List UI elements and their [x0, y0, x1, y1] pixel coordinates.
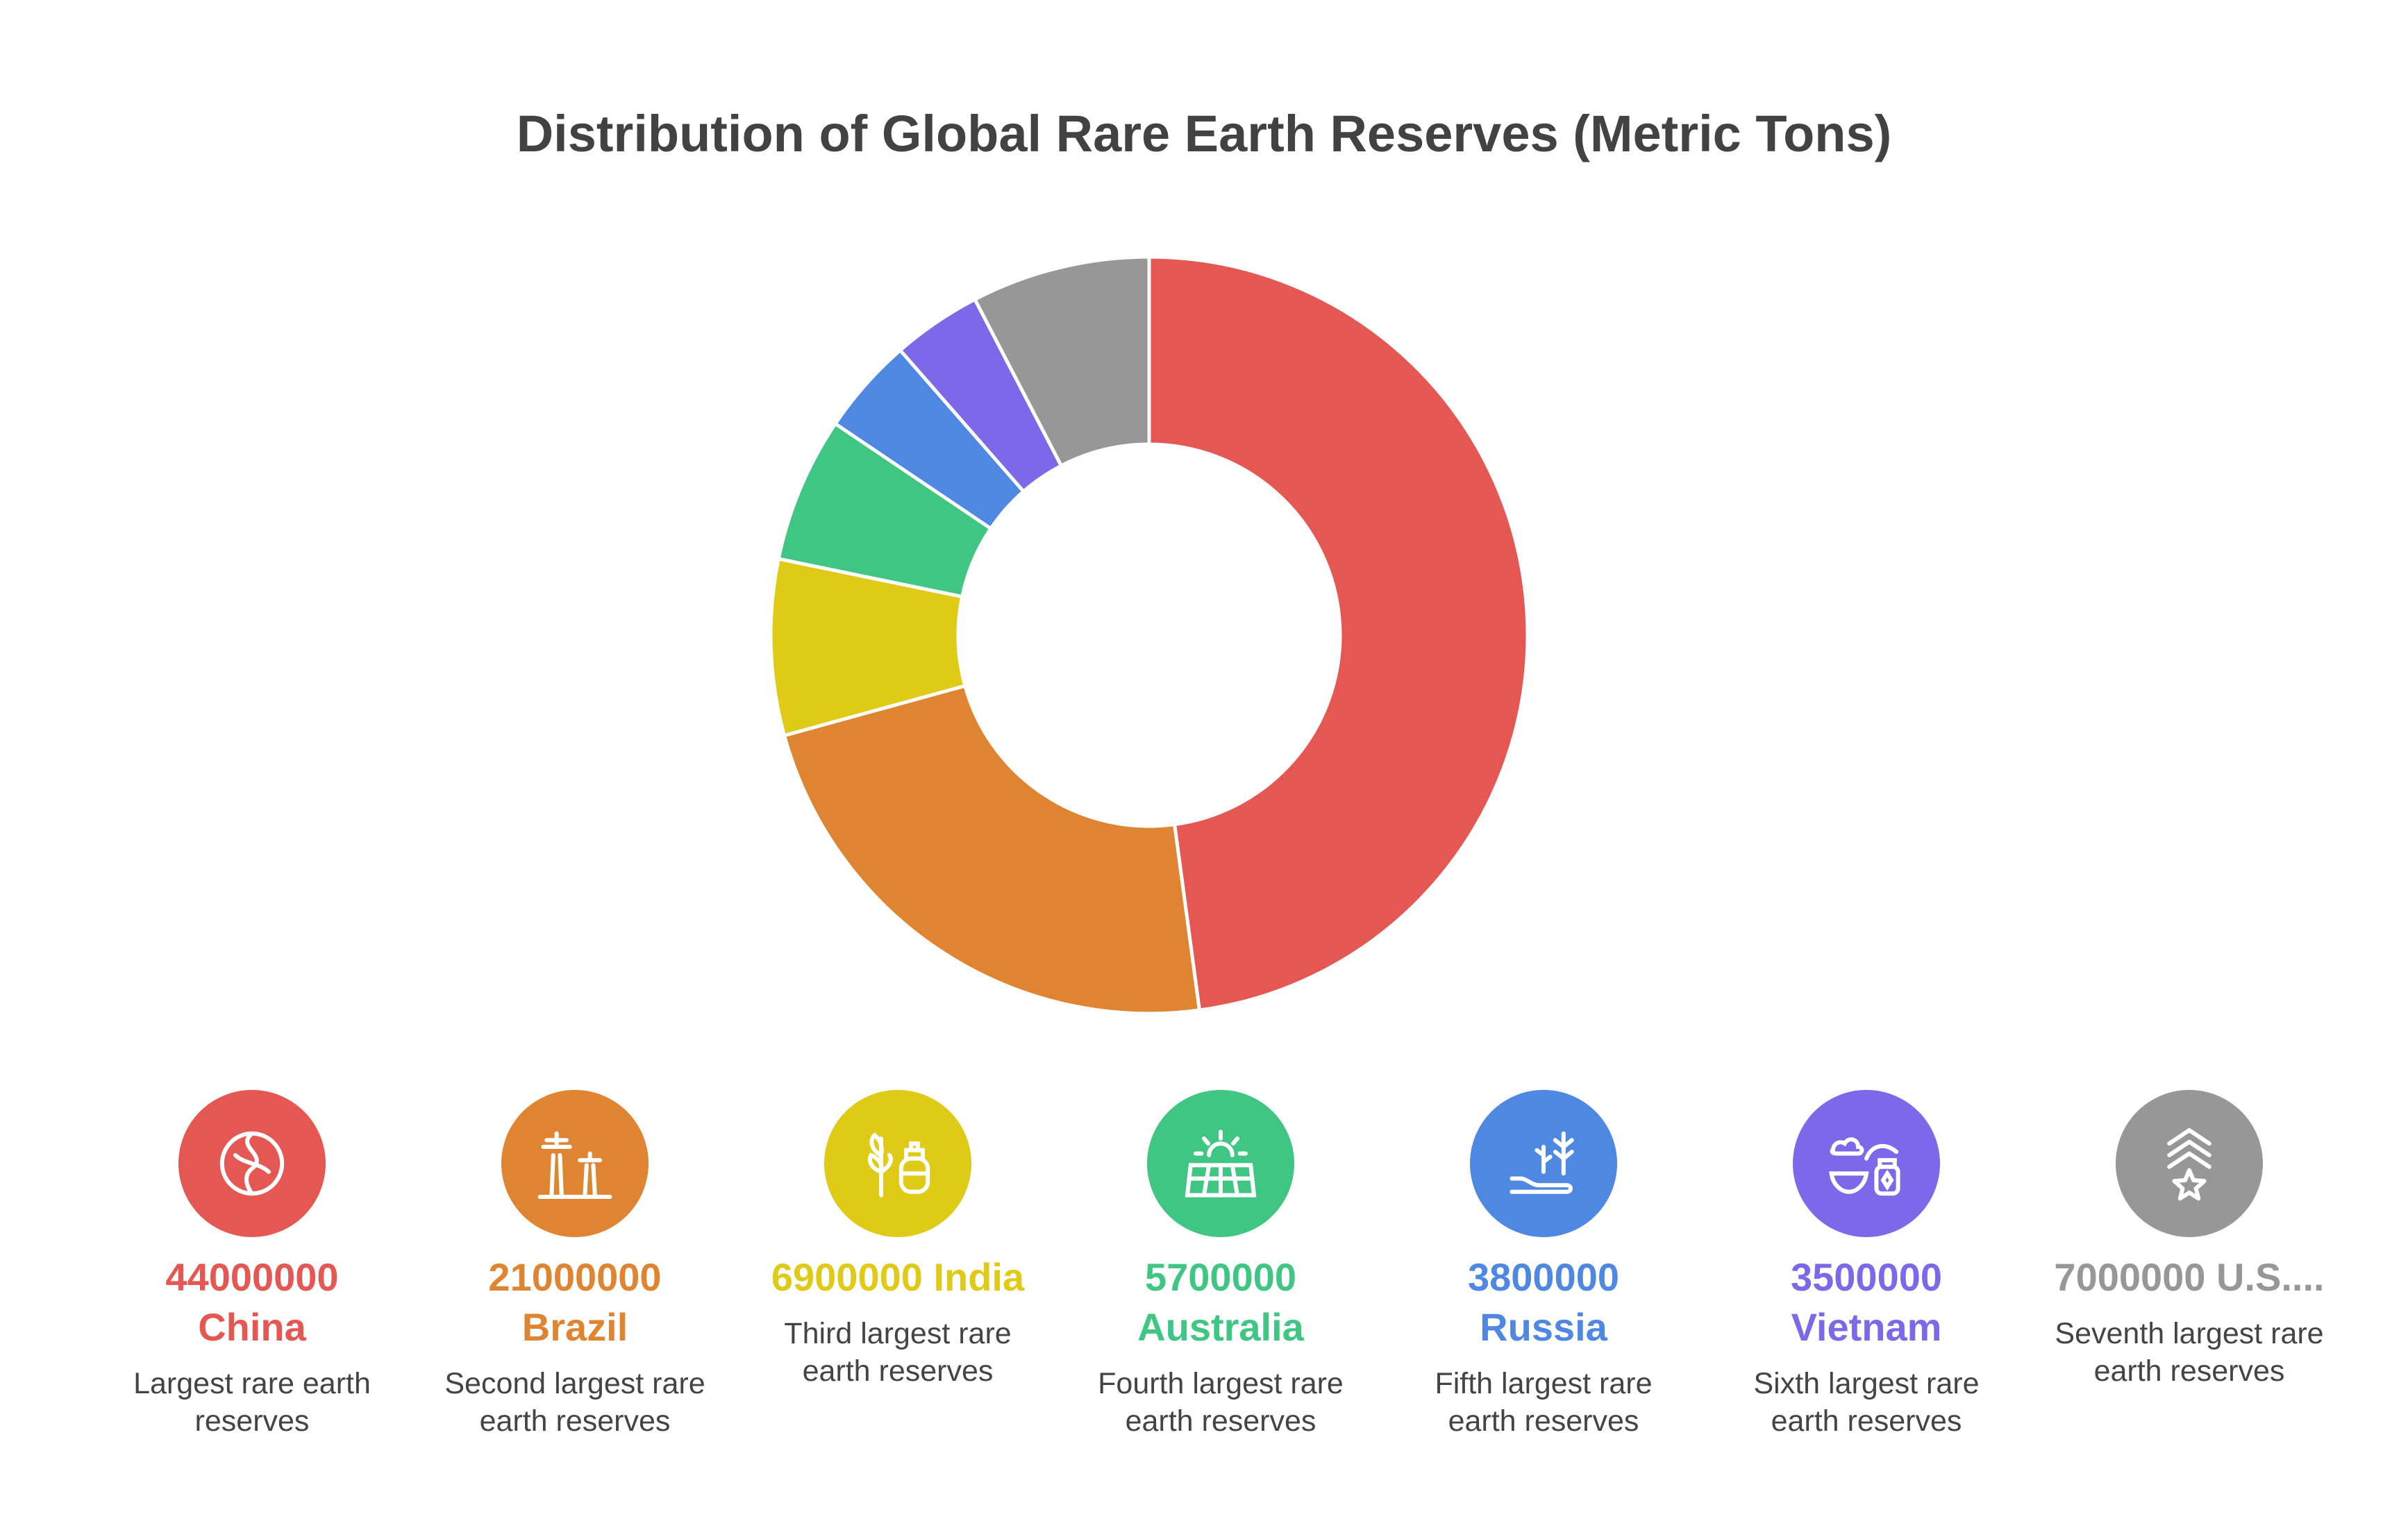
legend-value: 3500000 Vietnam: [1790, 1255, 1942, 1349]
legend-description: Sixth largest rare earth reserves: [1753, 1367, 1980, 1438]
legend-item-australia: 5700000 Australia Fourth largest rare ear…: [1061, 1090, 1380, 1440]
legend-circle: [2116, 1090, 2263, 1237]
plant-hand-icon: [1510, 1131, 1574, 1194]
legend-description: Largest rare earth reserves: [133, 1367, 371, 1438]
legend-circle: [1793, 1090, 1940, 1237]
legend-item-india: 6900000 India Third largest rare earth r…: [738, 1090, 1057, 1390]
legend-value: 44000000 China: [165, 1255, 339, 1349]
legend-description: Second largest rare earth reserves: [444, 1367, 705, 1438]
legend-description: Third largest rare earth reserves: [784, 1317, 1012, 1388]
donut-slice-brazil: [782, 683, 1202, 1016]
legend-value: 6900000 India: [771, 1255, 1025, 1299]
legend-value: 3800000 Russia: [1467, 1255, 1619, 1349]
legend-item-china: 44000000 China Largest rare earth reserve…: [92, 1090, 412, 1440]
sun-field-icon: [1185, 1129, 1257, 1198]
legend-item-vietnam: 3500000 Vietnam Sixth largest rare earth …: [1707, 1090, 2026, 1440]
legend-circle: [501, 1090, 649, 1237]
legend-circle: [1147, 1090, 1294, 1237]
swirl-icon: [219, 1131, 285, 1196]
baobab-trees-icon: [537, 1131, 612, 1199]
chevrons-star-icon: [2167, 1128, 2211, 1201]
legend-description: Fourth largest rare earth reserves: [1098, 1367, 1344, 1438]
legend-value: 7000000 U.S....: [2054, 1255, 2325, 1299]
legend-value: 21000000 Brazil: [488, 1255, 662, 1349]
legend-item-russia: 3800000 Russia Fifth largest rare earth r…: [1384, 1090, 1703, 1440]
legend-circle: [1470, 1090, 1617, 1237]
chart-title: Distribution of Global Rare Earth Reserv…: [516, 105, 1892, 162]
legend-circle: [824, 1090, 971, 1237]
legend-item-us: 7000000 U.S.... Seventh largest rare ear…: [2030, 1090, 2349, 1390]
donut-slice-u-s: [972, 255, 1151, 469]
legend-value: 5700000 Australia: [1137, 1255, 1304, 1349]
legend-description: Fifth largest rare earth reserves: [1435, 1367, 1653, 1438]
leaf-pot-icon: [867, 1132, 930, 1198]
rice-bowl-icon: [1829, 1137, 1900, 1196]
legend-circle: [178, 1090, 326, 1237]
legend-description: Seventh largest rare earth reserves: [2055, 1317, 2324, 1388]
donut-chart: [769, 255, 1530, 1016]
legend-item-brazil: 21000000 Brazil Second largest rare earth…: [415, 1090, 735, 1440]
donut-slice-china: [1147, 255, 1530, 1012]
